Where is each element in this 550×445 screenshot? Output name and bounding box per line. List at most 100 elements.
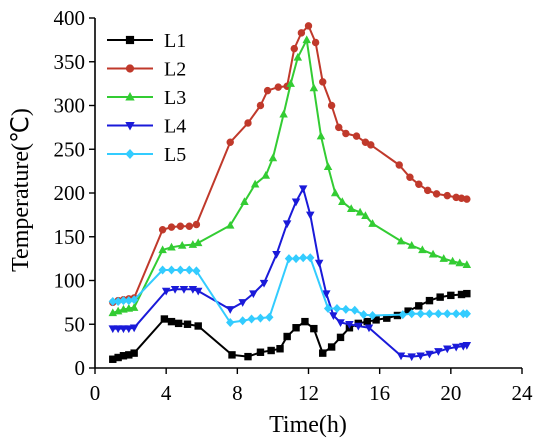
data-point <box>301 317 309 326</box>
data-point <box>185 265 194 275</box>
data-point <box>167 317 176 326</box>
data-point <box>193 238 203 247</box>
data-point <box>240 197 249 205</box>
data-point <box>298 185 308 194</box>
y-axis-title: Temperature(℃) <box>8 108 34 272</box>
data-point <box>443 191 451 200</box>
y-tick-label: 250 <box>54 137 86 161</box>
data-point <box>304 22 313 30</box>
data-point <box>226 317 235 328</box>
legend-marker <box>125 92 135 101</box>
y-tick-label: 350 <box>54 50 86 74</box>
data-point <box>194 322 202 330</box>
data-point <box>443 309 452 319</box>
data-point <box>256 313 265 323</box>
data-point <box>361 211 370 219</box>
legend-item-L2: L2 <box>107 59 186 81</box>
data-point <box>359 310 368 320</box>
x-tick-label: 20 <box>440 381 461 405</box>
legend-item-L5: L5 <box>107 144 186 166</box>
data-point <box>342 129 350 138</box>
data-point <box>267 346 275 355</box>
data-point <box>367 141 375 149</box>
data-point <box>193 287 203 296</box>
data-point <box>439 254 448 262</box>
data-point <box>309 83 319 92</box>
data-point <box>192 220 201 229</box>
data-point <box>350 305 359 315</box>
data-point <box>226 138 234 146</box>
data-point <box>396 236 406 245</box>
data-point <box>244 352 252 361</box>
data-point <box>167 265 176 275</box>
data-point <box>129 324 139 333</box>
data-point <box>250 179 260 188</box>
data-point <box>274 83 282 91</box>
data-point <box>108 325 118 334</box>
data-point <box>160 315 169 323</box>
legend-marker <box>125 121 135 131</box>
data-point <box>415 302 423 310</box>
data-point <box>418 245 427 254</box>
data-point <box>291 198 301 207</box>
data-point <box>462 260 472 268</box>
data-point <box>447 291 455 300</box>
data-point <box>238 316 247 326</box>
data-point <box>177 240 187 249</box>
legend-item-L4: L4 <box>107 116 186 138</box>
data-point <box>428 249 438 258</box>
data-point <box>434 348 443 356</box>
data-point <box>425 296 434 305</box>
series-L4 <box>108 185 472 362</box>
data-point <box>268 153 278 162</box>
data-point <box>170 286 180 294</box>
data-point <box>355 207 365 216</box>
data-point <box>179 286 189 294</box>
data-point <box>425 309 434 319</box>
legend-label: L2 <box>164 59 186 81</box>
data-point <box>302 35 311 44</box>
data-point <box>161 287 171 296</box>
data-point <box>354 322 363 331</box>
data-point <box>363 317 371 326</box>
legend-marker <box>125 35 135 45</box>
data-point <box>314 259 324 268</box>
data-point <box>272 251 281 259</box>
data-point <box>415 180 423 188</box>
legend-item-L3: L3 <box>107 87 186 109</box>
data-point <box>416 352 425 361</box>
y-tick-label: 0 <box>75 356 86 380</box>
data-point <box>158 245 167 254</box>
data-point <box>336 333 345 342</box>
data-point <box>424 186 432 195</box>
data-point <box>323 303 333 314</box>
data-point <box>176 222 185 230</box>
data-point <box>452 309 461 319</box>
data-point <box>352 132 361 140</box>
data-point <box>327 101 336 110</box>
data-point <box>192 266 201 276</box>
data-point <box>174 319 183 328</box>
data-point <box>265 312 274 322</box>
y-tick-label: 150 <box>54 225 86 249</box>
data-point <box>284 254 294 264</box>
data-point <box>282 220 292 229</box>
data-point <box>368 310 377 321</box>
data-point <box>306 211 315 220</box>
data-point <box>276 345 284 353</box>
data-point <box>406 173 414 181</box>
data-point <box>345 321 354 329</box>
data-point <box>338 197 347 205</box>
series-line <box>112 187 468 358</box>
data-point <box>407 353 416 362</box>
data-point <box>448 256 457 265</box>
data-point <box>330 188 340 197</box>
data-point <box>228 351 236 359</box>
series-line <box>112 292 467 361</box>
data-point <box>316 131 326 140</box>
legend-item-L1: L1 <box>107 30 186 52</box>
data-point <box>451 343 461 352</box>
data-point <box>319 349 327 357</box>
data-point <box>158 226 167 234</box>
